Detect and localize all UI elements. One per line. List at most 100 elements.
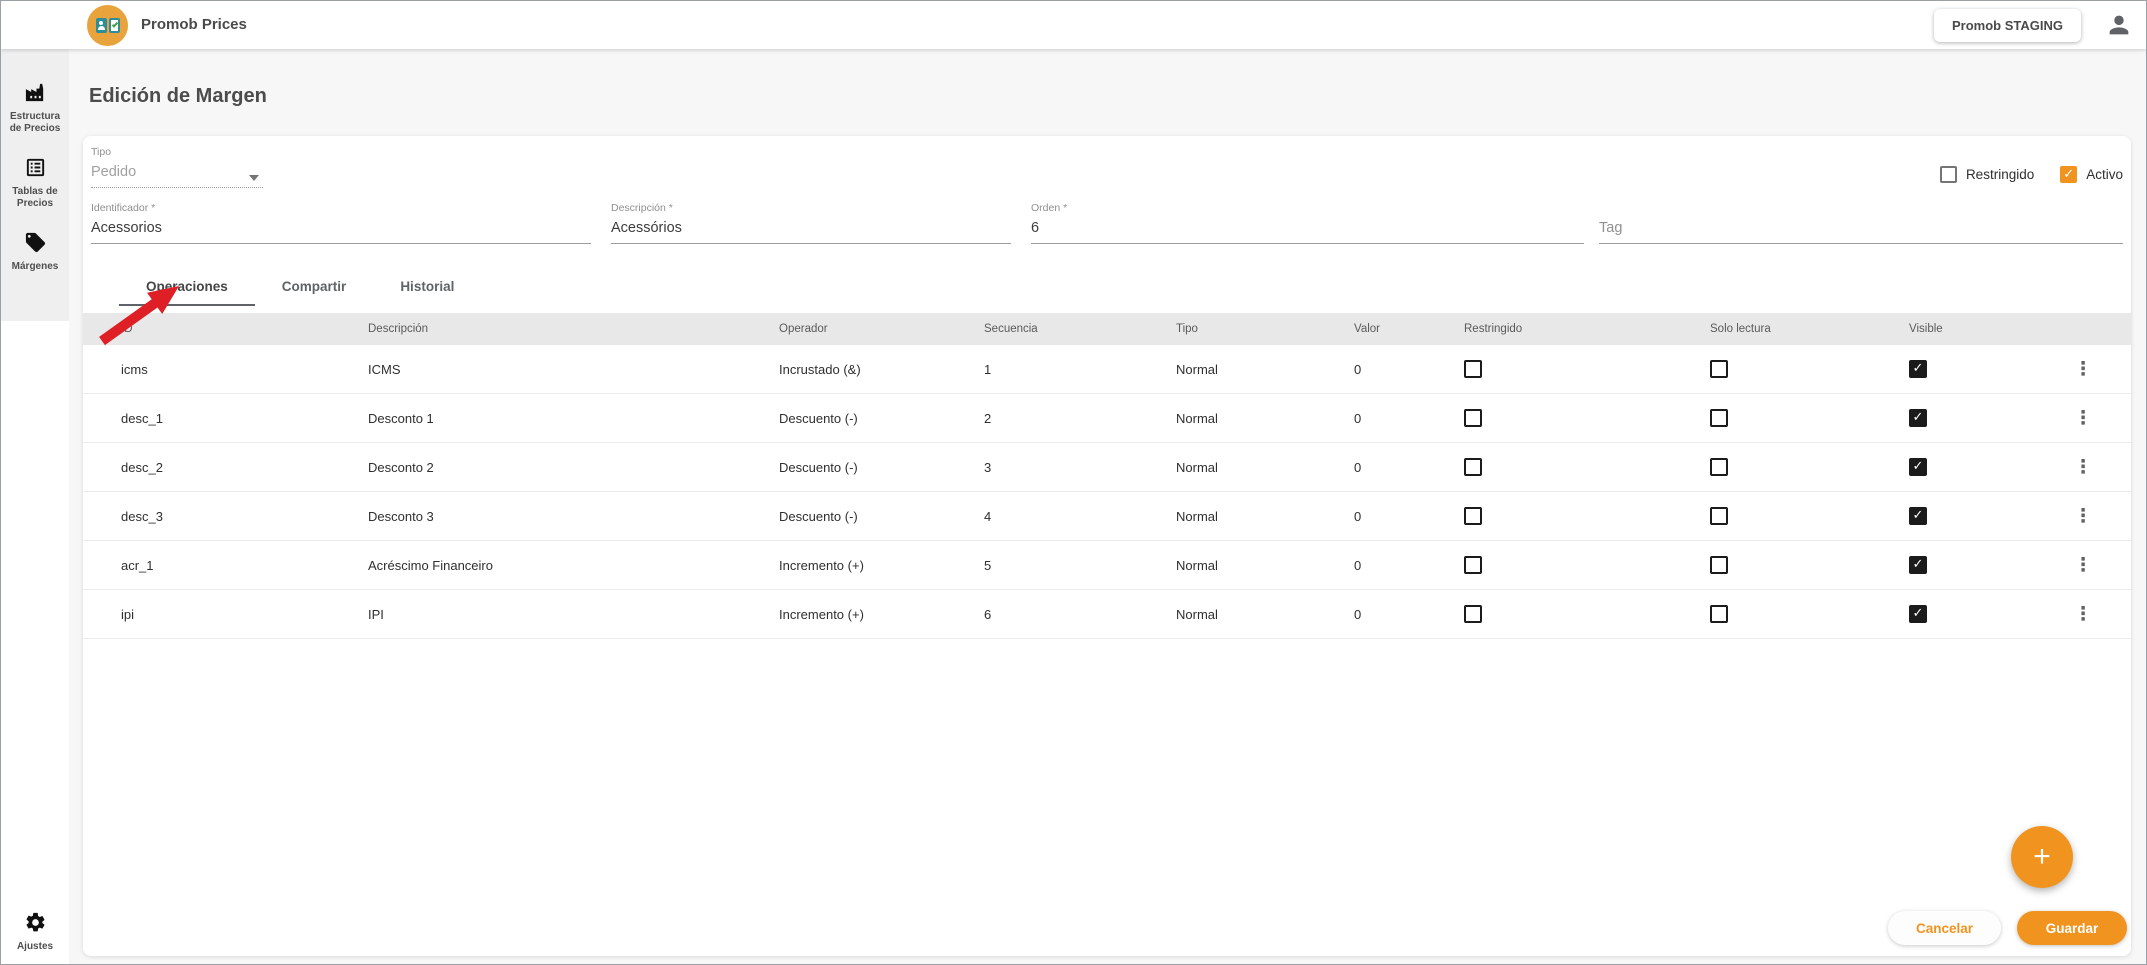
cell-id: desc_3 [121,508,163,524]
save-button[interactable]: Guardar [2017,911,2127,945]
logo-check-card-icon [108,18,120,33]
cell-valor: 0 [1354,459,1362,475]
cell-secuencia: 6 [984,606,992,622]
column-header-id: ID [121,323,133,335]
solo-lectura-row-checkbox[interactable] [1710,458,1728,476]
visible-row-checkbox[interactable] [1909,507,1927,525]
cell-tipo: Normal [1176,508,1218,524]
sidebar-item-label: Ajustes [16,940,54,952]
cell-operador: Descuento (-) [779,508,858,524]
cell-tipo: Normal [1176,410,1218,426]
add-operation-fab[interactable]: + [2011,826,2073,888]
solo-lectura-row-checkbox[interactable] [1710,360,1728,378]
orden-field[interactable]: Orden * 6 [1031,202,1584,244]
top-bar: Promob Prices Promob STAGING [1,1,2146,49]
column-header-tipo: Tipo [1176,323,1198,335]
visible-row-checkbox[interactable] [1909,360,1927,378]
orden-label: Orden * [1031,202,1068,214]
row-menu-kebab-icon[interactable] [2071,602,2095,626]
cell-descripcion: Desconto 3 [368,508,434,524]
activo-label: Activo [2086,167,2123,182]
sidebar-item-label: Estructura de Precios [9,111,61,134]
tab-bar: Operaciones Compartir Historial [119,268,481,306]
cell-tipo: Normal [1176,361,1218,377]
activo-flag[interactable]: Activo [2060,166,2123,183]
cell-descripcion: Desconto 1 [368,410,434,426]
table-body: icms ICMS Incrustado (&) 1 Normal 0 desc… [83,345,2131,639]
row-menu-kebab-icon[interactable] [2071,357,2095,381]
column-header-valor: Valor [1354,323,1380,335]
identificador-value[interactable]: Acessorios [91,214,591,244]
cell-operador: Incremento (+) [779,606,864,622]
user-account-icon[interactable] [2105,11,2133,39]
tab-historial[interactable]: Historial [373,268,481,306]
visible-row-checkbox[interactable] [1909,409,1927,427]
restringido-row-checkbox[interactable] [1464,409,1482,427]
restringido-row-checkbox[interactable] [1464,507,1482,525]
row-menu-kebab-icon[interactable] [2071,455,2095,479]
sidebar-item-margenes[interactable]: Márgenes [1,231,69,273]
row-menu-kebab-icon[interactable] [2071,553,2095,577]
cell-operador: Incrustado (&) [779,361,861,377]
cell-id: acr_1 [121,557,154,573]
sidebar-item-tablas-de-precios[interactable]: Tablas de Precios [1,156,69,209]
tipo-value: Pedido [91,158,263,188]
tag-icon [25,232,45,253]
descripcion-value[interactable]: Acessórios [611,214,1011,244]
visible-row-checkbox[interactable] [1909,605,1927,623]
visible-row-checkbox[interactable] [1909,556,1927,574]
cell-valor: 0 [1354,410,1362,426]
tab-label: Compartir [281,278,347,294]
tab-operaciones[interactable]: Operaciones [119,268,255,306]
cell-descripcion: Acréscimo Financeiro [368,557,493,573]
cell-secuencia: 4 [984,508,992,524]
restringido-row-checkbox[interactable] [1464,458,1482,476]
environment-button[interactable]: Promob STAGING [1934,9,2081,42]
cell-tipo: Normal [1176,606,1218,622]
sidebar: Estructura de Precios Tablas de Precios … [1,49,69,964]
cell-valor: 0 [1354,557,1362,573]
content-panel: Tipo Pedido Restringido Activo Identific… [83,136,2131,956]
restringido-row-checkbox[interactable] [1464,605,1482,623]
identificador-field[interactable]: Identificador * Acessorios [91,202,591,244]
orden-value[interactable]: 6 [1031,214,1584,244]
cancel-button[interactable]: Cancelar [1888,911,2001,945]
cell-descripcion: IPI [368,606,384,622]
table-row: acr_1 Acréscimo Financeiro Incremento (+… [83,541,2131,590]
identificador-label: Identificador * [91,202,156,214]
sidebar-item-ajustes[interactable]: Ajustes [1,911,69,953]
tag-placeholder[interactable]: Tag [1599,214,2123,244]
cell-valor: 0 [1354,361,1362,377]
activo-checkbox[interactable] [2060,166,2078,183]
column-header-solo-lectura: Solo lectura [1710,323,1771,335]
cell-valor: 0 [1354,508,1362,524]
solo-lectura-row-checkbox[interactable] [1710,605,1728,623]
cell-valor: 0 [1354,606,1362,622]
restringido-flag[interactable]: Restringido [1939,166,2034,183]
table-row: ipi IPI Incremento (+) 6 Normal 0 [83,590,2131,639]
table-row: desc_3 Desconto 3 Descuento (-) 4 Normal… [83,492,2131,541]
solo-lectura-row-checkbox[interactable] [1710,507,1728,525]
tag-field[interactable]: Tag [1599,202,2123,244]
row-menu-kebab-icon[interactable] [2071,406,2095,430]
solo-lectura-row-checkbox[interactable] [1710,556,1728,574]
tab-compartir[interactable]: Compartir [255,268,374,306]
descripcion-field[interactable]: Descripción * Acessórios [611,202,1011,244]
visible-row-checkbox[interactable] [1909,458,1927,476]
sidebar-item-estructura-de-precios[interactable]: Estructura de Precios [1,81,69,134]
table-row: icms ICMS Incrustado (&) 1 Normal 0 [83,345,2131,394]
flag-checkboxes: Restringido Activo [1939,166,2123,183]
chevron-down-icon [249,175,259,181]
restringido-row-checkbox[interactable] [1464,556,1482,574]
app-logo-icon [87,5,128,46]
solo-lectura-row-checkbox[interactable] [1710,409,1728,427]
tab-label: Operaciones [146,278,228,294]
tipo-select[interactable]: Tipo Pedido [91,146,263,188]
sidebar-item-label: Márgenes [11,261,59,272]
cell-id: desc_2 [121,459,163,475]
restringido-row-checkbox[interactable] [1464,360,1482,378]
cell-operador: Incremento (+) [779,557,864,573]
restringido-checkbox[interactable] [1939,166,1957,183]
row-menu-kebab-icon[interactable] [2071,504,2095,528]
